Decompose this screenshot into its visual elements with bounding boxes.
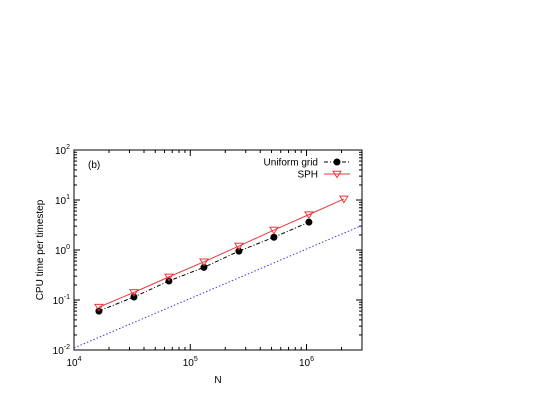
- y-tick-label: 10-2: [53, 344, 70, 357]
- legend-label: Uniform grid: [264, 158, 318, 169]
- data-point: [130, 293, 138, 301]
- legend-marker: [333, 158, 341, 166]
- data-point: [200, 263, 208, 271]
- series-line-2: [74, 224, 362, 349]
- data-point: [269, 226, 279, 235]
- y-tick-label: 100: [55, 244, 70, 257]
- data-point: [164, 273, 174, 282]
- y-tick-label: 10-1: [53, 294, 70, 307]
- data-point: [270, 233, 278, 241]
- series-line-1: [98, 198, 345, 308]
- y-axis-label: CPU time per timestep: [35, 199, 46, 300]
- data-point: [235, 247, 243, 255]
- data-point: [305, 218, 313, 226]
- axis-labels: N CPU time per timestep (b): [35, 160, 222, 386]
- y-tick-label: 101: [55, 194, 70, 207]
- data-point: [199, 258, 209, 267]
- plot-frame: [73, 149, 363, 351]
- data-point: [129, 289, 139, 297]
- x-axis-label: N: [214, 375, 221, 386]
- x-tick-label: 104: [66, 356, 81, 369]
- data-point: [234, 242, 244, 251]
- data-series: [74, 195, 362, 349]
- x-tick-label: 106: [299, 356, 314, 369]
- legend-label: SPH: [297, 170, 318, 181]
- data-point: [94, 303, 104, 312]
- x-tick-label: 105: [183, 356, 198, 369]
- y-tick-label: 102: [55, 144, 70, 157]
- data-point: [304, 211, 314, 220]
- data-point: [339, 195, 349, 204]
- axis-ticks: 104 105 106 10-2 10-1 100 101 102: [53, 144, 363, 369]
- plot-border: [73, 149, 363, 351]
- legend-marker: [332, 170, 342, 179]
- panel-label: (b): [88, 160, 100, 171]
